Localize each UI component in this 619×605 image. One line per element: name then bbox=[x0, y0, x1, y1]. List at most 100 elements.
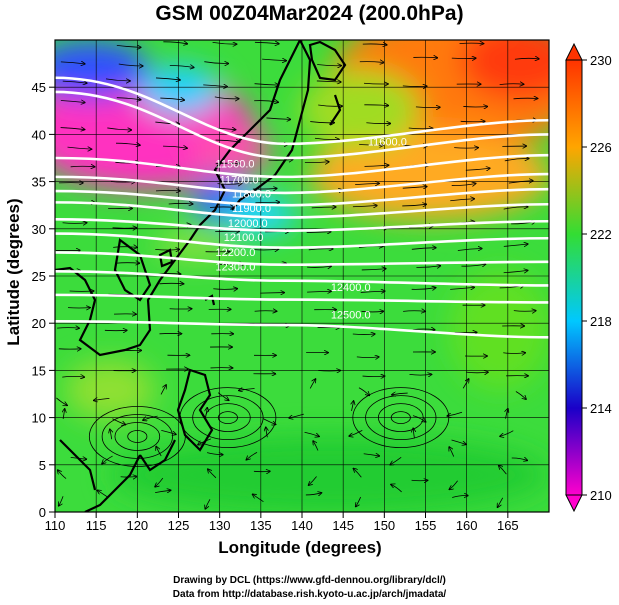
x-tick-label: 165 bbox=[497, 518, 519, 533]
height-contour bbox=[55, 153, 549, 179]
wind-streamline bbox=[462, 379, 469, 389]
wind-streamline bbox=[112, 418, 125, 425]
wind-streamline bbox=[311, 207, 336, 208]
plot-area: 11500.0 11700.0 11800.0 11900.0 12000.0 12100… bbox=[55, 35, 549, 512]
wind-streamline bbox=[316, 81, 341, 82]
wind-streamline bbox=[204, 62, 228, 64]
wind-streamline bbox=[359, 145, 383, 146]
wind-streamline bbox=[70, 166, 95, 167]
wind-streamline bbox=[155, 249, 179, 250]
x-tick-label: 160 bbox=[456, 518, 478, 533]
wind-streamline bbox=[118, 64, 143, 66]
wind-streamline bbox=[412, 415, 426, 422]
wind-streamline bbox=[116, 45, 141, 47]
wind-streamline bbox=[168, 203, 193, 204]
height-contour bbox=[55, 172, 549, 195]
wind-streamline bbox=[62, 376, 84, 377]
x-tick-label: 120 bbox=[126, 518, 148, 533]
contour-label: 12300.0 bbox=[216, 261, 256, 273]
wind-streamline bbox=[214, 97, 239, 99]
contour-label: 11800.0 bbox=[232, 189, 271, 201]
wind-streamline bbox=[307, 291, 331, 292]
wind-streamline bbox=[457, 249, 482, 251]
wind-streamline bbox=[364, 105, 388, 106]
wind-streamline bbox=[513, 311, 536, 312]
wind-streamline bbox=[213, 289, 237, 290]
height-contour bbox=[55, 251, 549, 266]
wind-streamline bbox=[503, 270, 528, 272]
contour-label: 11700.0 bbox=[220, 174, 259, 186]
wind-streamline bbox=[450, 199, 474, 201]
wind-streamline bbox=[67, 147, 92, 149]
wind-streamline bbox=[255, 202, 279, 203]
wind-streamline bbox=[215, 163, 240, 164]
wind-streamline bbox=[360, 291, 385, 292]
wind-streamline bbox=[359, 62, 384, 63]
wind-streamline bbox=[268, 160, 293, 161]
wind-streamline bbox=[450, 287, 474, 289]
y-tick-label: 35 bbox=[32, 175, 46, 190]
contour-labels: 11500.0 11700.0 11800.0 11900.0 12000.0 12100… bbox=[216, 137, 407, 322]
x-axis-label: Longitude (degrees) bbox=[218, 538, 382, 557]
y-tick-label: 30 bbox=[32, 222, 46, 237]
wind-streamline bbox=[392, 393, 408, 395]
colorbar-tick-label: 214 bbox=[590, 401, 612, 416]
wind-streamline bbox=[66, 35, 90, 37]
contour-label: 11900.0 bbox=[232, 203, 271, 215]
height-contour bbox=[55, 320, 549, 339]
wind-streamline bbox=[411, 288, 436, 290]
wind-streamline bbox=[356, 496, 361, 507]
wind-streamline bbox=[163, 146, 187, 148]
wind-streamline bbox=[205, 499, 211, 509]
wind-streamline bbox=[169, 65, 194, 67]
wind-streamline bbox=[155, 78, 180, 80]
wind-streamline bbox=[309, 379, 315, 389]
wind-streamline bbox=[239, 389, 255, 391]
credit-data: Data from http://database.rish.kyoto-u.a… bbox=[172, 589, 447, 600]
x-tick-label: 135 bbox=[250, 518, 272, 533]
contour-label: 12200.0 bbox=[216, 247, 256, 259]
wind-streamline bbox=[465, 372, 488, 373]
wind-streamline bbox=[362, 44, 387, 45]
wind-streamline bbox=[352, 401, 354, 412]
contour-label: 12100.0 bbox=[224, 232, 264, 244]
colorbar-bottom-arrow bbox=[565, 494, 583, 513]
wind-streamline bbox=[449, 447, 455, 457]
credit-drawing: Drawing by DCL (https://www.gfd-dennou.o… bbox=[173, 575, 446, 586]
wind-streamline bbox=[160, 98, 184, 100]
wind-streamline bbox=[402, 187, 427, 189]
wind-streamline bbox=[266, 118, 290, 119]
height-contour bbox=[55, 293, 549, 304]
wind-streamline bbox=[514, 58, 539, 59]
x-tick-label: 155 bbox=[415, 518, 437, 533]
wind-streamline bbox=[449, 480, 458, 490]
wind-streamline bbox=[160, 385, 166, 395]
wind-streamline bbox=[317, 65, 341, 66]
wind-streamline bbox=[254, 84, 279, 85]
coastlines bbox=[55, 40, 347, 512]
wind-streamline bbox=[209, 207, 234, 208]
wind-streamline bbox=[451, 439, 466, 444]
colorbar-tick-label: 210 bbox=[590, 488, 612, 503]
wind-streamline bbox=[60, 62, 85, 64]
height-contour bbox=[55, 201, 549, 219]
colorbar: 210 214 218 222 226 230 bbox=[565, 42, 612, 513]
chart-title: GSM 00Z04Mar2024 (200.0hPa) bbox=[155, 2, 464, 25]
wind-streamline bbox=[260, 293, 284, 294]
wind-streamline bbox=[308, 249, 333, 250]
wind-streamline bbox=[113, 247, 137, 248]
wind-streamline bbox=[459, 43, 484, 44]
wind-streamline bbox=[358, 387, 369, 396]
wind-streamline bbox=[504, 159, 529, 162]
wind-streamline bbox=[206, 452, 223, 455]
wind-streamline bbox=[62, 81, 87, 83]
y-tick-label: 45 bbox=[32, 80, 46, 95]
wind-streamline bbox=[498, 497, 504, 507]
x-tick-label: 140 bbox=[291, 518, 313, 533]
x-tick-label: 110 bbox=[45, 518, 66, 533]
wind-streamline bbox=[155, 490, 171, 492]
wind-streamline bbox=[116, 98, 141, 100]
wind-streamline bbox=[461, 264, 485, 266]
wind-streamline bbox=[314, 37, 338, 38]
y-axis-label: Latitude (degrees) bbox=[4, 198, 23, 346]
